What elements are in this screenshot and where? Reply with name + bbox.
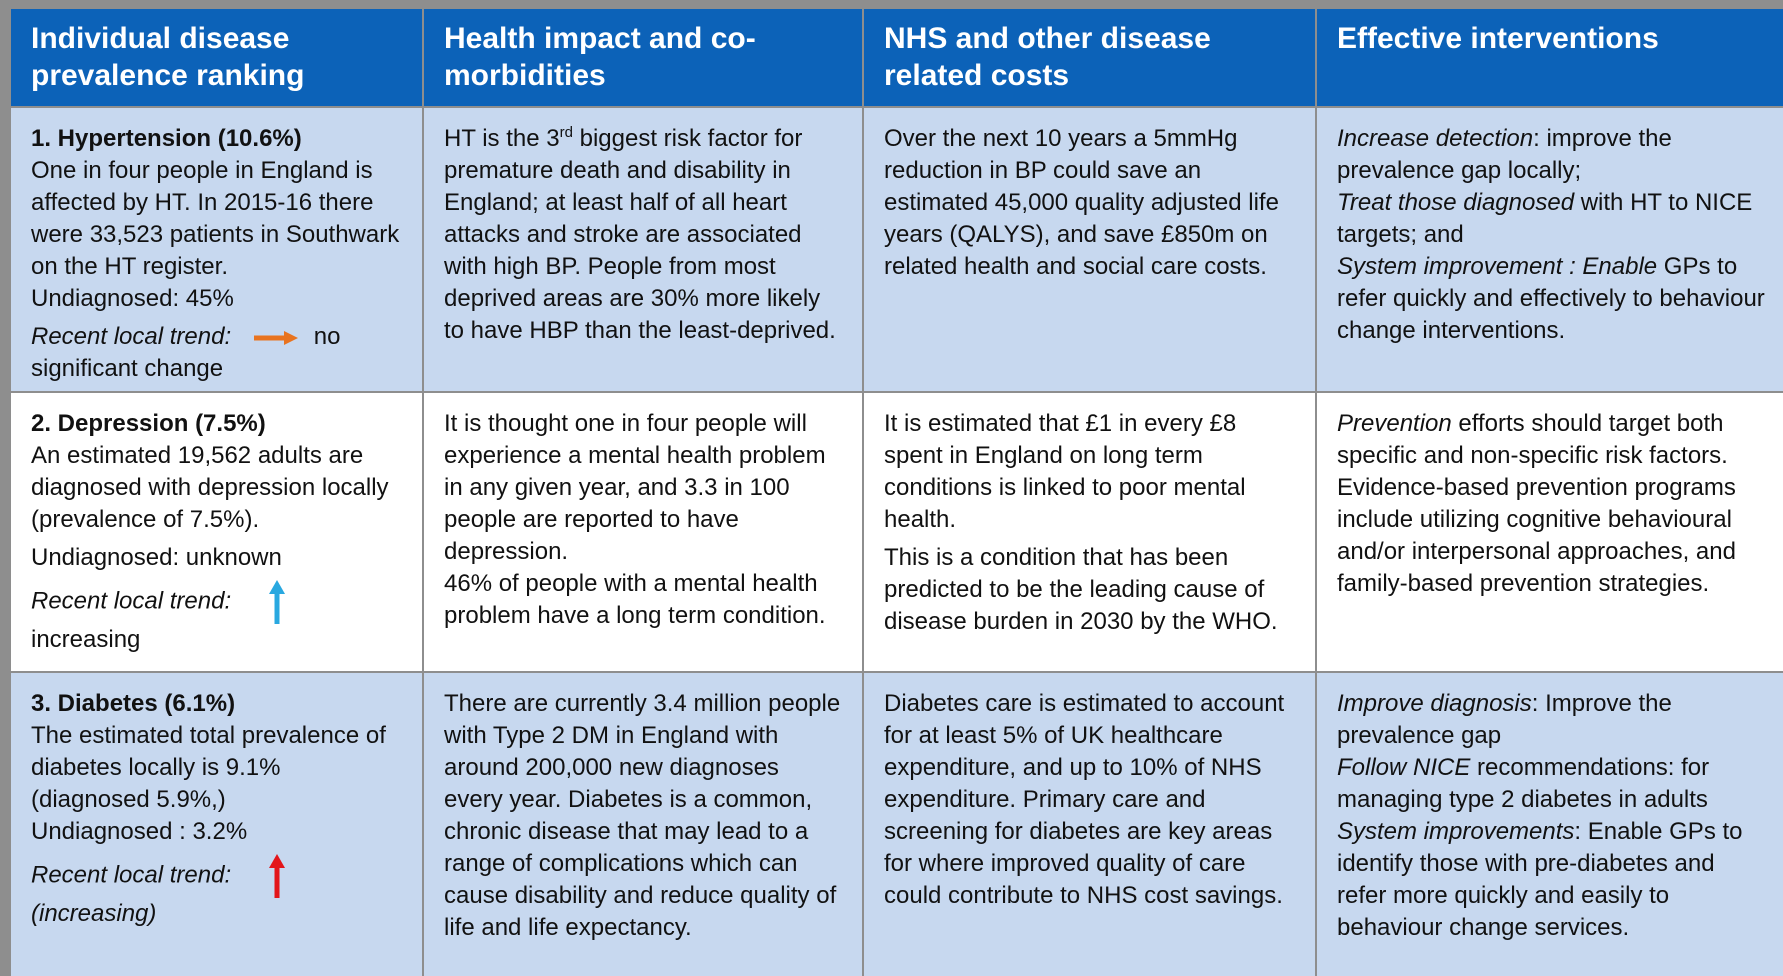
emphasis: Prevention: [1337, 410, 1452, 437]
text: efforts should target both specific and …: [1337, 410, 1736, 597]
text: It is thought one in four people will ex…: [444, 410, 826, 565]
trend-value: (increasing): [31, 900, 157, 927]
header-cell: Health impact and co-morbidities: [424, 9, 862, 106]
header-cell: NHS and other disease related costs: [864, 9, 1315, 106]
emphasis: System improvements: [1337, 818, 1575, 845]
text: : Enable GPs to identify those with pre-…: [1337, 818, 1743, 941]
header-text: Effective interventions: [1337, 22, 1659, 55]
text: Undiagnosed : 3.2%: [31, 818, 248, 845]
header-cell: Effective interventions: [1317, 9, 1783, 106]
impact-cell: HT is the 3rd biggest risk factor for pr…: [424, 108, 862, 391]
header-cell: Individual disease prevalence ranking: [11, 9, 422, 106]
costs-cell: It is estimated that £1 in every £8 spen…: [864, 393, 1315, 671]
text: : improve the prevalence gap locally;: [1337, 125, 1672, 184]
superscript: rd: [559, 124, 573, 141]
text: Undiagnosed: 45%: [31, 285, 234, 312]
disease-title: 2. Depression (7.5%): [31, 410, 266, 437]
impact-cell: There are currently 3.4 million people w…: [424, 673, 862, 976]
text: An estimated 19,562 adults are diagnosed…: [31, 442, 389, 533]
text: 46% of people with a mental health probl…: [444, 570, 826, 629]
trend-arrow: [268, 854, 285, 898]
text: HT is the 3: [444, 125, 560, 152]
header-text: Health impact and co-morbidities: [444, 22, 756, 92]
interventions-cell: Prevention efforts should target both sp…: [1317, 393, 1783, 671]
emphasis: Follow NICE: [1337, 754, 1471, 781]
text: with HT to NICE targets; and: [1337, 189, 1753, 248]
text: : Improve the prevalence gap: [1337, 690, 1672, 749]
text: biggest risk factor for premature death …: [444, 125, 836, 344]
interventions-cell: Increase detection: improve the prevalen…: [1317, 108, 1783, 391]
trend-value: increasing: [31, 626, 141, 653]
ranking-cell: 1. Hypertension (10.6%) One in four peopl…: [11, 108, 422, 391]
costs-cell: Over the next 10 years a 5mmHg reduction…: [864, 108, 1315, 391]
trend-arrow: [253, 330, 298, 345]
text: Diabetes care is estimated to account fo…: [884, 690, 1285, 909]
ranking-cell: 2. Depression (7.5%) An estimated 19,562 …: [11, 393, 422, 671]
trend-value: no significant change: [31, 323, 341, 382]
text: Over the next 10 years a 5mmHg reduction…: [884, 125, 1279, 280]
trend-label: Recent local trend:: [31, 323, 232, 350]
emphasis: Increase detection: [1337, 125, 1534, 152]
header-text: NHS and other disease related costs: [884, 22, 1211, 92]
emphasis: System improvement : Enable: [1337, 253, 1658, 280]
text: There are currently 3.4 million people w…: [444, 690, 841, 941]
impact-cell: It is thought one in four people will ex…: [424, 393, 862, 671]
text: GPs to refer quickly and effectively to …: [1337, 253, 1765, 344]
text: recommendations: for managing type 2 dia…: [1337, 754, 1710, 813]
text: It is estimated that £1 in every £8 spen…: [884, 410, 1246, 533]
trend-label: Recent local trend:: [31, 587, 232, 615]
disease-title: 1. Hypertension (10.6%): [31, 125, 302, 152]
trend-arrow: [268, 580, 285, 624]
ranking-cell: 3. Diabetes (6.1%) The estimated total pr…: [11, 673, 422, 976]
text: The estimated total prevalence of diabet…: [31, 722, 386, 813]
trend-label: Recent local trend:: [31, 861, 232, 889]
text: One in four people in England is affecte…: [31, 157, 400, 280]
text: This is a condition that has been predic…: [884, 544, 1278, 635]
emphasis: Treat those diagnosed: [1337, 189, 1575, 216]
text: Undiagnosed: unknown: [31, 544, 282, 571]
emphasis: Improve diagnosis: [1337, 690, 1532, 717]
disease-title: 3. Diabetes (6.1%): [31, 690, 236, 717]
header-text: Individual disease prevalence ranking: [31, 22, 305, 92]
costs-cell: Diabetes care is estimated to account fo…: [864, 673, 1315, 976]
interventions-cell: Improve diagnosis: Improve the prevalenc…: [1317, 673, 1783, 976]
